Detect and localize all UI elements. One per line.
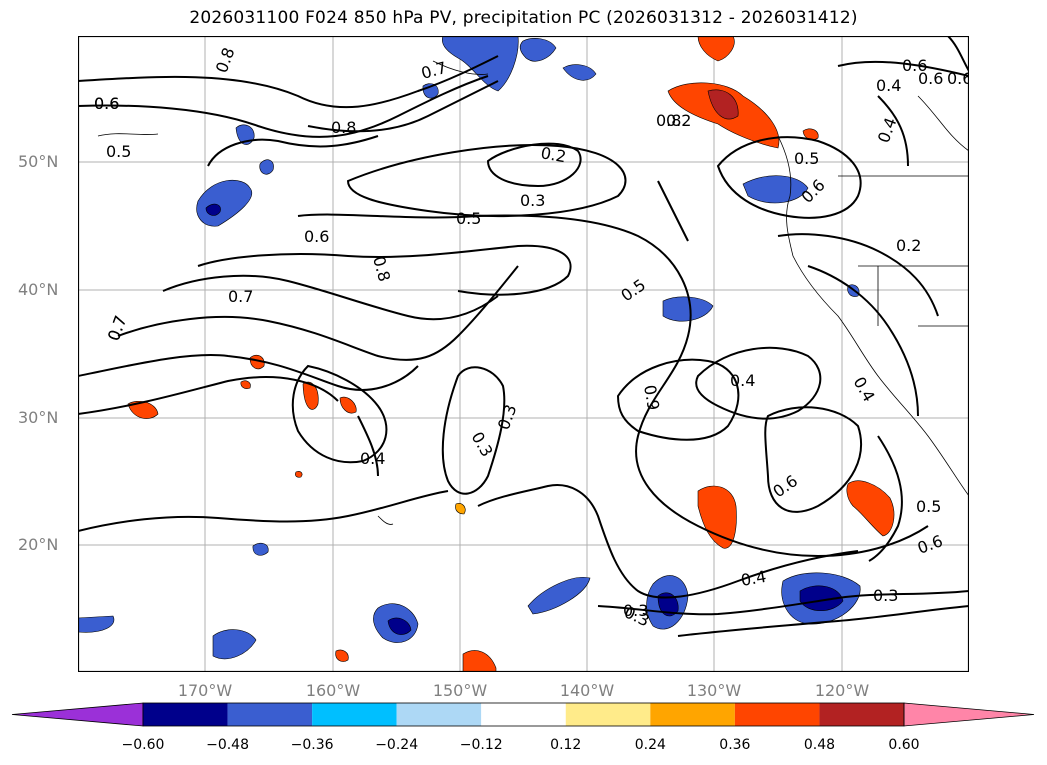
colorbar-tick-label: −0.36	[290, 737, 334, 753]
colorbar-tick-label: −0.48	[206, 737, 249, 753]
colorbar-cell	[396, 703, 482, 726]
map-title: 2026031100 F024 850 hPa PV, precipitatio…	[189, 8, 858, 28]
colorbar-tick-label: 0.60	[888, 737, 920, 753]
colorbar-tick-label: 0.36	[719, 737, 751, 753]
contour-label: 0.5	[794, 149, 819, 168]
lat-label-40n: 40°N	[18, 280, 59, 299]
lat-label-30n: 30°N	[18, 408, 59, 427]
contour-label: 0.6	[94, 94, 119, 113]
negative-precip-areas	[78, 36, 861, 660]
lat-label-20n: 20°N	[18, 535, 59, 554]
map-panel: 0.8 0.6 0.5 0.8 0.7 0.7 0.6 0.6 0.8 0.7 …	[78, 36, 969, 672]
map-frame	[78, 36, 969, 672]
contour-label: 0.3	[520, 191, 545, 210]
lon-label-130w: 130°W	[686, 681, 742, 700]
contour-label: 0.6	[918, 69, 943, 88]
colorbar-cell	[734, 703, 820, 726]
colorbar	[11, 702, 1035, 727]
colorbar-cell	[819, 703, 904, 726]
contour-label: 0.6	[94, 94, 119, 113]
colorbar-tick-label: −0.60	[121, 737, 165, 753]
colorbar-cell	[312, 703, 397, 726]
graticule	[78, 36, 969, 672]
lon-label-150w: 150°W	[432, 681, 488, 700]
colorbar-cell	[227, 703, 313, 726]
contour-label: 0.4	[730, 371, 755, 390]
contour-label: 0.8	[331, 118, 356, 137]
colorbar-tick-label: −0.12	[459, 737, 503, 753]
contour-label: 0.3	[873, 586, 898, 605]
contour-label: 0.5	[916, 497, 941, 516]
lon-label-120w: 120°W	[814, 681, 870, 700]
lon-label-170w: 170°W	[177, 681, 233, 700]
contour-label: 0.8	[656, 111, 681, 130]
colorbar-frame	[142, 702, 905, 727]
contour-label: 0.5	[456, 209, 481, 228]
colorbar-cell	[565, 703, 651, 726]
colorbar-cell	[650, 703, 735, 726]
positive-precip-areas	[127, 36, 895, 672]
contour-label: 0.4	[739, 567, 767, 590]
coastlines	[97, 60, 969, 525]
contour-label: 0.3	[623, 601, 648, 620]
colorbar-cell	[481, 703, 566, 726]
contour-label: 0.2	[896, 236, 921, 255]
contour-label: 0.2	[666, 111, 691, 130]
lat-label-50n: 50°N	[18, 152, 59, 171]
contour-label: 0.4	[876, 76, 901, 95]
lon-label-140w: 140°W	[559, 681, 615, 700]
colorbar-cell	[143, 703, 228, 726]
contour-label: 0.6	[304, 227, 329, 246]
colorbar-tick-label: 0.24	[634, 737, 666, 753]
contour-label: 0.6	[902, 56, 927, 75]
contour-label: 0.5	[106, 142, 131, 161]
colorbar-tick-label: 0.12	[550, 737, 582, 753]
contour-label: 0.6	[947, 69, 969, 88]
colorbar-tick-label: 0.48	[803, 737, 836, 753]
colorbar-tick-label: −0.24	[375, 737, 419, 753]
contour-label: 0.7	[228, 287, 253, 306]
lon-label-160w: 160°W	[305, 681, 361, 700]
contour-label: 0.9	[640, 383, 663, 411]
colorbar-extend-low	[11, 702, 144, 727]
contour-label: 0.4	[360, 449, 385, 468]
colorbar-extend-high	[903, 702, 1035, 727]
contour-label: 0.2	[539, 143, 567, 166]
pv-contours	[78, 36, 969, 637]
